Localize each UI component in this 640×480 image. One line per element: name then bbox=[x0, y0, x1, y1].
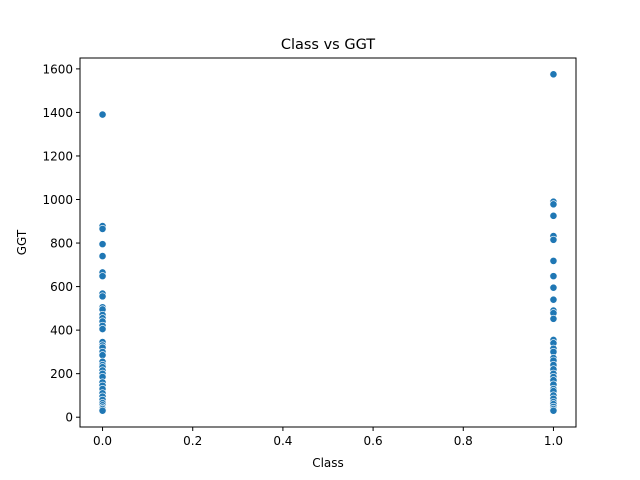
data-point bbox=[98, 351, 107, 360]
x-axis-label: Class bbox=[312, 456, 344, 470]
data-point bbox=[549, 295, 558, 304]
x-tick-label: 0.2 bbox=[183, 434, 202, 448]
points-layer bbox=[98, 70, 558, 415]
x-tick-label: 1.0 bbox=[544, 434, 563, 448]
data-point bbox=[549, 272, 558, 281]
y-tick-label: 600 bbox=[50, 280, 73, 294]
data-point bbox=[98, 224, 107, 233]
x-tick-label: 0.0 bbox=[93, 434, 112, 448]
x-tick-label: 0.6 bbox=[364, 434, 383, 448]
data-point bbox=[98, 240, 107, 249]
x-tick-label: 0.8 bbox=[454, 434, 473, 448]
y-tick-label: 1600 bbox=[42, 62, 73, 76]
data-point bbox=[549, 283, 558, 292]
data-point bbox=[98, 252, 107, 261]
y-tick-label: 800 bbox=[50, 237, 73, 251]
y-tick-label: 1200 bbox=[42, 149, 73, 163]
data-point bbox=[98, 325, 107, 333]
data-point bbox=[549, 200, 558, 209]
chart-title: Class vs GGT bbox=[281, 37, 375, 53]
data-point bbox=[98, 292, 107, 301]
y-axis-label: GGT bbox=[15, 229, 29, 255]
data-point bbox=[549, 235, 558, 244]
data-point bbox=[549, 70, 558, 79]
data-point bbox=[98, 406, 107, 415]
y-axis: 0 200 400 600 800 1000 1200 1400 1600 bbox=[42, 62, 80, 425]
plot-frame bbox=[79, 57, 577, 428]
data-point bbox=[549, 406, 558, 415]
y-tick-label: 1400 bbox=[42, 106, 73, 120]
x-axis: 0.0 0.2 0.4 0.6 0.8 1.0 bbox=[93, 427, 563, 448]
y-tick-label: 1000 bbox=[42, 193, 73, 207]
y-tick-label: 200 bbox=[50, 367, 73, 381]
y-tick-label: 0 bbox=[65, 411, 73, 425]
data-point bbox=[549, 256, 558, 265]
data-point bbox=[98, 272, 107, 281]
data-point bbox=[549, 314, 558, 323]
data-point bbox=[549, 211, 558, 220]
y-tick-label: 400 bbox=[50, 324, 73, 338]
data-point bbox=[98, 110, 107, 119]
x-tick-label: 0.4 bbox=[273, 434, 292, 448]
